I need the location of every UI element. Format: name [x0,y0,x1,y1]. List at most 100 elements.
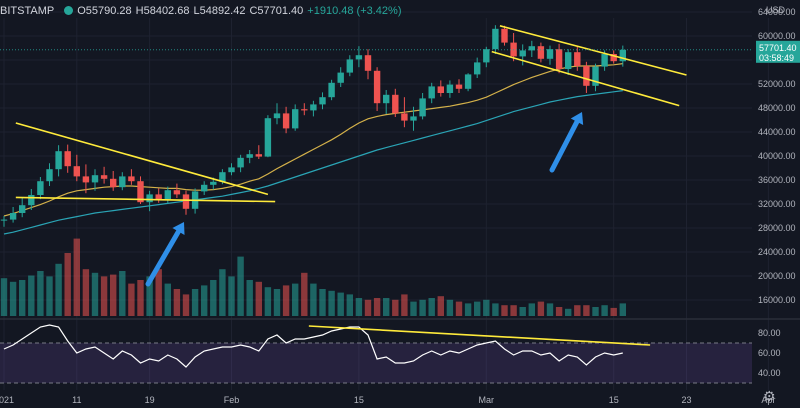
volume-bar [401,294,408,316]
candle-body [9,213,17,220]
volume-bar [155,269,162,316]
rsi-line [3,324,623,368]
volume-bar [37,271,44,316]
volume-bar [0,278,8,316]
candle-body [410,116,417,121]
candle-body [337,72,344,83]
price-tick-label: 60000.00 [758,31,796,41]
candle-body [246,154,253,158]
status-dot-icon [64,6,74,15]
rsi-tick-label: 40.00 [758,368,781,378]
candle-body [328,82,335,98]
volume-bar [601,305,608,316]
candle-body [464,74,472,89]
volume-bar [119,271,126,316]
trendline-upper-right [499,25,687,76]
trendline-upper-left [15,122,269,196]
volume-bar [292,283,299,316]
ma-long-line [3,90,623,235]
volume-bar [455,301,463,316]
candle-body [46,169,53,182]
volume-bar [437,296,444,316]
candle-body [437,86,444,93]
symbol-label[interactable]: BITSTAMP [0,5,55,17]
volume-bar [419,299,426,316]
time-tick-label: Mar [479,395,495,405]
candle-body [383,94,390,104]
candle-body [319,97,326,105]
volume-bar [201,285,208,316]
volume-bar [428,298,435,316]
volume-bar [137,280,144,316]
volume-bar [537,301,545,316]
candle-body [373,70,381,104]
rsi-trendline [308,325,651,346]
candle-body [355,55,363,60]
candle-body [474,62,481,75]
candle-body [146,194,153,203]
volume-bar [528,303,535,316]
volume-bar [128,283,135,316]
candle-body [619,49,626,62]
volume-bar [273,289,281,316]
current-price-label: 57701.40 [759,43,797,53]
candle-body [292,109,299,129]
volume-bar [446,299,454,316]
price-tick-label: 52000.00 [758,79,796,89]
volume-bar [373,298,381,316]
candle-body [28,195,35,206]
volume-bar [219,269,226,316]
rsi-tick-label: 60.00 [758,348,781,358]
candle-body [501,28,508,43]
candle-body [419,98,426,117]
candle-body [428,86,435,99]
volume-bar [546,303,554,316]
candle-body [282,113,290,129]
price-change: +1910.48 (+3.42%) [307,5,402,17]
volume-bar [28,275,35,316]
volume-bar [583,305,590,316]
candle-body [601,54,608,67]
time-tick-label: 2021 [0,395,14,405]
ohlc-open: O55790.28 [77,5,132,17]
volume-bar [164,283,171,316]
price-tick-label: 32000.00 [758,199,796,209]
time-tick-label: Apr [761,395,775,405]
candle-body [483,49,490,63]
candle-body [128,176,135,182]
volume-bar [282,285,290,316]
volume-bar [574,305,581,316]
volume-bar [619,303,626,316]
arrow-up-icon [145,222,185,287]
candle-body [301,109,308,111]
volume-bar [64,253,71,316]
time-tick-label: 15 [609,395,619,405]
candle-body [119,176,126,188]
price-tick-label: 36000.00 [758,175,796,185]
volume-bar [519,307,526,316]
candle-body [201,184,208,192]
settings-gear-icon[interactable]: ⚙ [763,388,776,404]
candle-body [228,167,235,173]
candle-body [401,113,408,121]
candle-body [173,190,181,195]
volume-bar [91,272,99,316]
time-tick-label: 11 [72,395,81,405]
price-tick-label: 20000.00 [758,271,796,281]
volume-bar [46,276,53,316]
candle-body [610,54,617,62]
candle-body [255,154,262,157]
trendline-lower-right [491,50,680,107]
trendline-lower-left [15,196,276,203]
volume-bar [483,299,490,316]
candle-body [519,50,526,57]
volume-bar [410,301,417,316]
volume-bar [191,289,199,316]
candle-body [155,194,162,200]
candle-body [91,175,99,183]
ohlc-high: H58402.68 [135,5,190,17]
time-tick-label: Feb [224,395,240,405]
volume-bar [210,280,217,316]
volume-bar [555,307,563,316]
